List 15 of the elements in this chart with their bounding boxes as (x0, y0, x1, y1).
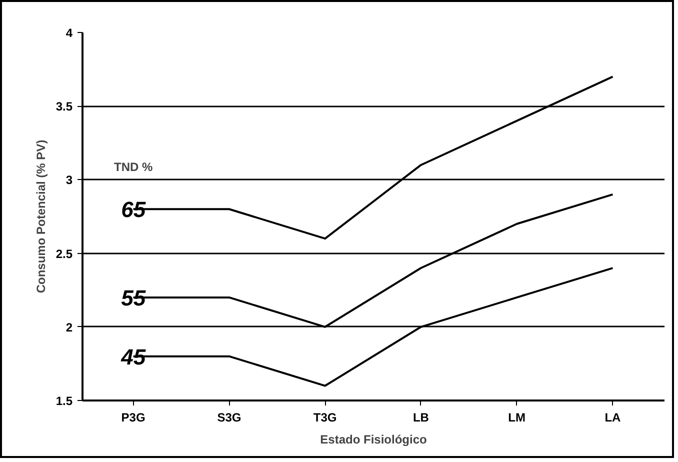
y-tick-label: 1.5 (56, 394, 73, 408)
x-tick-label: P3G (121, 410, 146, 424)
y-tick-label: 2 (66, 320, 73, 334)
x-tick-label: LA (604, 410, 622, 424)
y-tick-label: 3 (66, 173, 73, 188)
x-tick-label: S3G (217, 410, 242, 424)
x-tick-label: LB (412, 410, 430, 424)
x-axis-title: Estado Fisiológico (320, 432, 427, 446)
x-tick-label: LM (508, 410, 526, 424)
y-tick-label: 4 (66, 26, 73, 40)
x-tick-label: T3G (313, 410, 337, 424)
y-axis-title: Consumo Potencial (% PV) (34, 140, 48, 294)
legend-title: TND % (114, 160, 153, 174)
y-tick-label: 3.5 (56, 100, 73, 114)
y-tick-label: 2.5 (56, 246, 73, 261)
